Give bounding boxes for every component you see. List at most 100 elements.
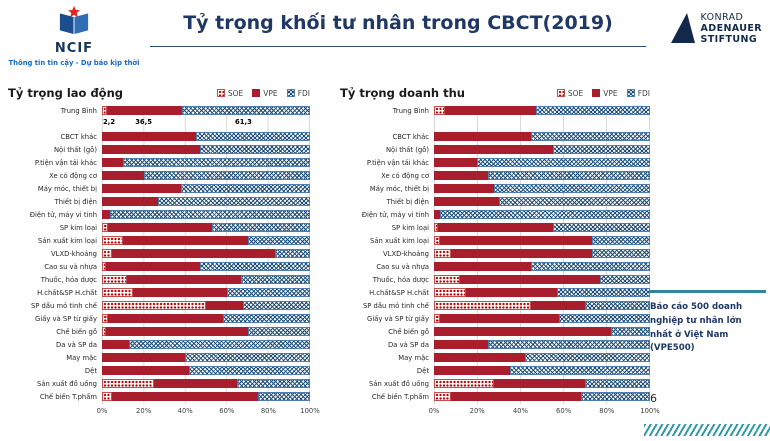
bar-segment-vpe — [102, 210, 111, 219]
bar-row: Nội thất (gỗ) — [340, 145, 650, 154]
bar-segment-vpe — [451, 392, 581, 401]
bar-row: P.tiện vận tải khác — [340, 158, 650, 167]
bar-segment-fdi — [580, 392, 650, 401]
bar-track — [434, 262, 650, 271]
bar-segment-soe — [102, 223, 109, 232]
category-label: Cao su và nhựa — [376, 262, 429, 271]
legend-label: VPE — [263, 88, 278, 98]
bar-segment-fdi — [247, 236, 310, 245]
bar-row: Cao su và nhựa — [8, 262, 310, 271]
bar-segment-fdi — [600, 275, 650, 284]
chart-legend: SOE VPE FDI — [556, 88, 650, 98]
category-label: Xe có động cơ — [381, 171, 429, 180]
bar-segment-vpe — [444, 106, 536, 115]
bar-segment-vpe — [466, 288, 558, 297]
bar-segment-fdi — [531, 262, 650, 271]
bar-segment-fdi — [226, 288, 310, 297]
bar-track — [102, 314, 310, 323]
bar-track — [434, 275, 650, 284]
x-tick: 80% — [599, 407, 615, 415]
bar-segment-fdi — [611, 327, 650, 336]
category-label: H.chất&SP H.chất — [37, 288, 97, 297]
bar-row: Thiết bị điện — [8, 197, 310, 206]
bar-row: Máy móc, thiết bị — [8, 184, 310, 193]
bar-track — [102, 197, 310, 206]
category-label: Chế biến T.phẩm — [371, 392, 429, 401]
bar-track — [434, 171, 650, 180]
bar-row: CBCT khác — [8, 132, 310, 141]
chart-labor-share: Tỷ trọng lao động SOE VPE FDI Trung Bình 2,… — [8, 86, 320, 415]
bar-row: SP kim loại — [340, 223, 650, 232]
x-tick: 0% — [96, 407, 108, 415]
bar-segment-fdi — [591, 249, 650, 258]
bar-row: Điện tử, máy vi tính — [8, 210, 310, 219]
bar-segment-vpe — [531, 301, 586, 310]
bar-segment-fdi — [552, 223, 650, 232]
bar-track — [434, 145, 650, 154]
bar-segment-fdi — [182, 106, 310, 115]
bar-segment-vpe — [102, 132, 196, 141]
data-label: 61,3 — [235, 118, 252, 126]
bar-row: Sản xuất kim loại — [340, 236, 650, 245]
bar-segment-fdi — [212, 223, 310, 232]
legend-item-vpe: VPE — [592, 88, 618, 98]
bar-segment-vpe — [108, 314, 223, 323]
bar-row: H.chất&SP H.chất — [8, 288, 310, 297]
category-label: Thuốc, hóa dược — [40, 275, 97, 284]
bar-track — [434, 366, 650, 375]
category-label: Chế biến T.phẩm — [39, 392, 97, 401]
legend-item-vpe: VPE — [252, 88, 278, 98]
bar-segment-vpe — [102, 158, 123, 167]
bar-row: Giấy và SP từ giấy — [340, 314, 650, 323]
bar-segment-soe — [102, 379, 154, 388]
bar-track — [434, 236, 650, 245]
bar-segment-vpe — [102, 340, 130, 349]
category-label: Sản xuất kim loại — [38, 236, 97, 245]
bar-row: Chế biến gỗ — [340, 327, 650, 336]
bar-track — [102, 366, 310, 375]
chart-legend: SOE VPE FDI — [216, 88, 310, 98]
bar-row: Chế biến T.phẩm — [340, 392, 650, 401]
bar-row: Trung Bình — [340, 106, 650, 115]
bar-track — [434, 379, 650, 388]
category-label: Trung Bình — [392, 106, 429, 115]
bar-segment-fdi — [559, 314, 650, 323]
bar-segment-fdi — [488, 340, 650, 349]
chart-revenue-share: Tỷ trọng doanh thu SOE VPE FDI Trung Bình C… — [340, 86, 660, 415]
x-tick: 40% — [512, 407, 528, 415]
legend-swatch-fdi — [286, 89, 295, 97]
legend-label: VPE — [603, 88, 618, 98]
category-label: Chế biến gỗ — [56, 327, 97, 336]
bar-segment-vpe — [434, 197, 499, 206]
title-block: Tỷ trọng khối tư nhân trong CBCT(2019) — [150, 12, 646, 47]
bar-segment-fdi — [122, 158, 310, 167]
x-axis: 0% 20% 40% 60% 80% 100% — [340, 405, 660, 415]
bar-segment-fdi — [247, 327, 310, 336]
bar-segment-fdi — [158, 197, 310, 206]
bar-segment-soe — [102, 236, 123, 245]
bar-segment-soe — [434, 301, 532, 310]
bar-segment-soe — [434, 275, 460, 284]
bar-row: Cao su và nhựa — [340, 262, 650, 271]
bar-track — [434, 288, 650, 297]
bar-segment-fdi — [535, 106, 650, 115]
bar-track — [102, 353, 310, 362]
bar-row: May mặc — [8, 353, 310, 362]
page-title: Tỷ trọng khối tư nhân trong CBCT(2019) — [183, 12, 613, 34]
bar-segment-vpe — [434, 184, 495, 193]
bar-row: Điện tử, máy vi tính — [340, 210, 650, 219]
category-label: Sản xuất đồ uống — [369, 379, 429, 388]
bar-segment-vpe — [434, 158, 478, 167]
bar-row: Da và SP da — [8, 340, 310, 349]
plot-area: Trung Bình 2,2 36,5 61,3 CBCT khác Nội thất (… — [8, 106, 320, 415]
category-label: Chế biến gỗ — [388, 327, 429, 336]
annotation-row: 2,2 36,5 61,3 — [8, 118, 310, 130]
bar-segment-fdi — [585, 301, 650, 310]
category-label: Máy móc, thiết bị — [369, 184, 429, 193]
ncif-book-icon — [54, 5, 94, 40]
bar-track — [102, 145, 310, 154]
bar-segment-fdi — [143, 171, 310, 180]
bar-track — [102, 106, 310, 115]
legend-swatch-soe — [216, 89, 225, 97]
x-tick: 20% — [469, 407, 485, 415]
